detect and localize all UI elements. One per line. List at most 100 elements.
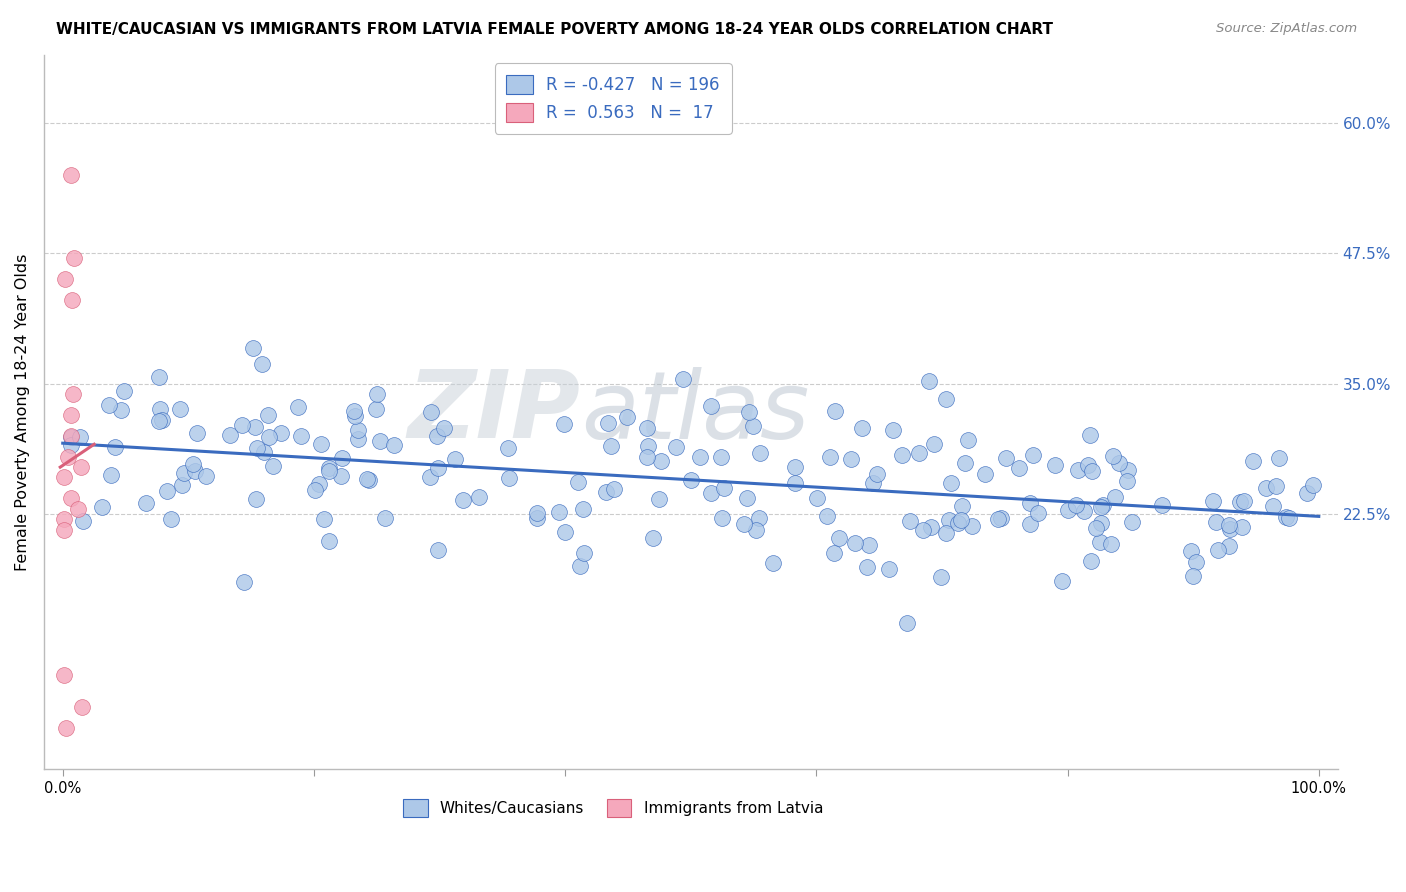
Point (1241, 453, 1264, 467)
Point (974, 467, 997, 482)
Point (135, 496, 157, 510)
Point (962, 519, 984, 533)
Point (1057, 503, 1080, 517)
Point (104, 440, 127, 454)
Point (922, 437, 945, 451)
Point (1232, 494, 1254, 508)
Point (1064, 498, 1087, 512)
Point (231, 417, 253, 432)
Point (1019, 516, 1042, 531)
Point (1090, 500, 1112, 515)
Point (318, 533, 340, 548)
Point (912, 523, 935, 537)
Point (738, 405, 761, 419)
Point (55, 721, 77, 735)
Point (1180, 544, 1202, 558)
Point (1205, 515, 1227, 529)
Point (148, 370, 170, 384)
Point (243, 420, 266, 434)
Point (59, 168, 82, 182)
Point (53, 512, 76, 526)
Point (97, 398, 120, 412)
Point (735, 491, 758, 506)
Point (91, 500, 114, 514)
Point (110, 403, 132, 417)
Point (862, 475, 884, 490)
Point (762, 556, 785, 570)
Point (148, 413, 170, 427)
Point (1254, 481, 1277, 495)
Point (572, 546, 595, 560)
Point (343, 404, 366, 418)
Point (1182, 568, 1205, 582)
Point (1101, 536, 1123, 550)
Point (287, 400, 309, 414)
Point (571, 502, 593, 516)
Point (643, 531, 665, 545)
Point (173, 466, 195, 480)
Point (603, 482, 626, 496)
Point (700, 486, 723, 500)
Point (66, 501, 89, 516)
Point (1185, 555, 1208, 569)
Point (616, 410, 638, 425)
Point (990, 510, 1012, 524)
Point (330, 469, 353, 483)
Point (1090, 516, 1112, 530)
Point (745, 524, 768, 538)
Point (60, 293, 83, 307)
Point (290, 429, 312, 443)
Point (270, 425, 292, 440)
Point (1080, 554, 1102, 568)
Text: WHITE/CAUCASIAN VS IMMIGRANTS FROM LATVIA FEMALE POVERTY AMONG 18-24 YEAR OLDS C: WHITE/CAUCASIAN VS IMMIGRANTS FROM LATVI… (56, 22, 1053, 37)
Text: ZIP: ZIP (408, 367, 581, 458)
Point (1275, 509, 1298, 524)
Point (948, 516, 970, 531)
Point (929, 570, 952, 584)
Point (938, 513, 960, 527)
Point (818, 450, 841, 464)
Point (259, 430, 281, 444)
Point (866, 467, 889, 482)
Point (1078, 428, 1101, 442)
Point (1066, 463, 1088, 477)
Point (636, 421, 658, 435)
Point (908, 446, 931, 460)
Point (59, 437, 82, 451)
Point (53, 272, 76, 286)
Point (815, 508, 838, 523)
Point (1232, 520, 1254, 534)
Point (526, 510, 548, 524)
Point (568, 558, 591, 573)
Point (181, 457, 204, 471)
Text: Source: ZipAtlas.com: Source: ZipAtlas.com (1216, 22, 1357, 36)
Point (956, 433, 979, 447)
Point (242, 341, 264, 355)
Point (828, 531, 851, 545)
Point (419, 469, 441, 483)
Point (1026, 506, 1049, 520)
Y-axis label: Female Poverty Among 18-24 Year Olds: Female Poverty Among 18-24 Year Olds (15, 253, 30, 571)
Point (253, 445, 276, 459)
Point (374, 511, 396, 525)
Point (1077, 458, 1099, 473)
Point (1116, 463, 1139, 477)
Point (368, 434, 391, 448)
Point (1022, 449, 1045, 463)
Point (596, 417, 619, 431)
Point (1088, 535, 1111, 549)
Point (918, 375, 941, 389)
Point (950, 499, 973, 513)
Text: atlas: atlas (581, 367, 808, 458)
Point (262, 459, 284, 474)
Point (851, 421, 873, 435)
Point (841, 451, 863, 466)
Point (1206, 542, 1229, 557)
Point (733, 516, 755, 531)
Point (309, 437, 332, 451)
Point (1150, 499, 1173, 513)
Point (100, 468, 122, 483)
Point (433, 420, 456, 434)
Point (1102, 449, 1125, 463)
Point (1116, 474, 1139, 488)
